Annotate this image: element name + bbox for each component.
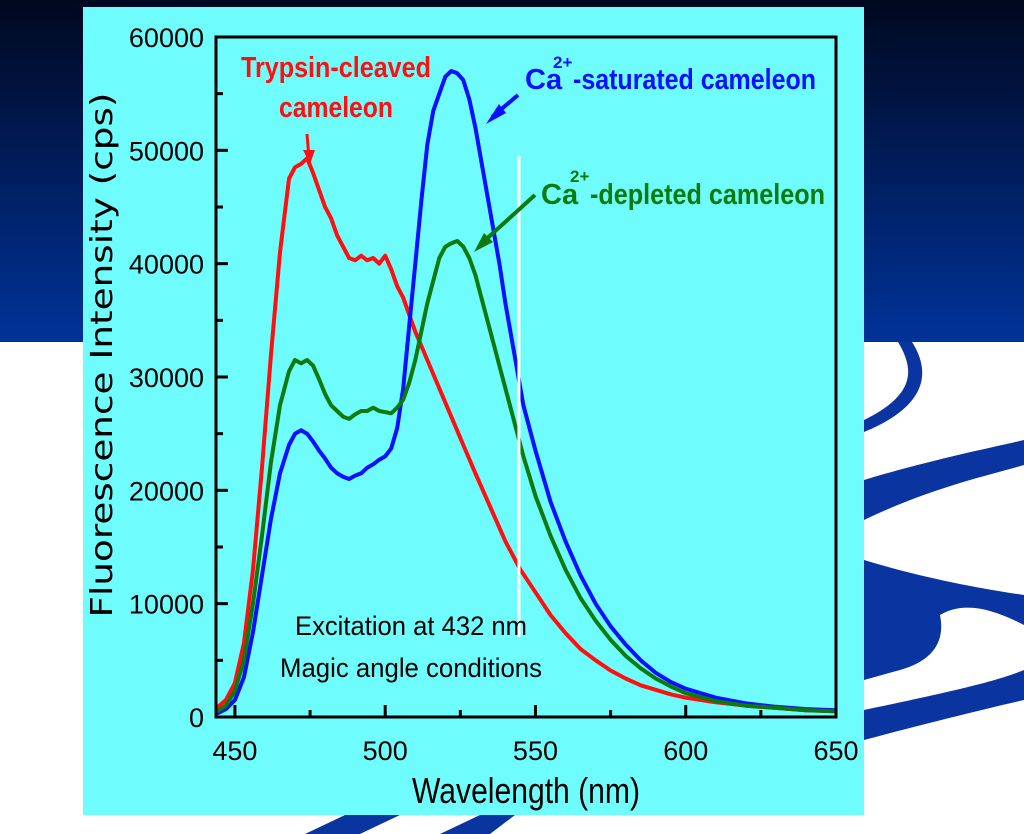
annotations-group: Trypsin-cleaved cameleon Ca 2+ -saturate… (241, 52, 825, 252)
y-tick-label: 20000 (129, 476, 204, 506)
x-tick-label: 450 (212, 736, 257, 766)
note-magic-angle: Magic angle conditions (280, 653, 542, 683)
x-tick-label: 550 (513, 736, 558, 766)
y-tick-label: 0 (189, 703, 204, 733)
y-tick-label: 40000 (129, 250, 204, 280)
annotation-depleted-sup: 2+ (570, 167, 589, 186)
annotation-saturated-sup: 2+ (553, 53, 572, 72)
x-axis-title: Wavelength (nm) (412, 770, 640, 811)
y-tick-label: 10000 (129, 590, 204, 620)
annotation-saturated-suffix: -saturated cameleon (573, 64, 816, 96)
x-tick-label: 650 (813, 736, 858, 766)
y-axis-tick-labels: 0 10000 20000 30000 40000 50000 60000 (129, 23, 204, 733)
decorative-swooshes (305, 342, 1024, 834)
x-axis-ticks (233, 705, 838, 717)
annotation-trypsin-line2: cameleon (279, 92, 393, 124)
y-tick-label: 30000 (129, 363, 204, 393)
series-line-ca-depleted (215, 239, 837, 714)
chart-panel (83, 7, 864, 815)
x-tick-label: 500 (363, 736, 408, 766)
annotation-depleted-arrow (480, 193, 537, 245)
series-line-trypsin-cleaved (215, 156, 837, 714)
annotation-depleted-suffix: -depleted cameleon (590, 179, 825, 211)
annotation-saturated-prefix: Ca (525, 64, 563, 96)
annotation-depleted-prefix: Ca (541, 179, 579, 211)
annotation-trypsin-arrowhead (303, 150, 315, 164)
annotation-saturated-arrowhead (486, 104, 506, 124)
y-tick-label: 50000 (129, 136, 204, 166)
annotation-depleted-arrowhead (474, 233, 493, 252)
annotation-trypsin-line1: Trypsin-cleaved (241, 52, 431, 84)
note-excitation: Excitation at 432 nm (295, 611, 527, 641)
series-line-ca-saturated (216, 69, 837, 716)
y-tick-label: 60000 (129, 23, 204, 53)
x-tick-label: 600 (663, 736, 708, 766)
series-group (215, 69, 837, 716)
y-axis-ticks (216, 35, 228, 719)
x-axis-tick-labels: 450 500 550 600 650 (212, 736, 858, 766)
y-axis-title: Fluorescence Intensity (cps) (85, 93, 120, 618)
